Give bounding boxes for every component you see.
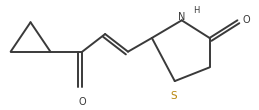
Text: O: O (242, 15, 250, 25)
Text: S: S (170, 91, 177, 101)
Text: N: N (178, 12, 185, 22)
Text: O: O (78, 97, 86, 107)
Text: H: H (193, 6, 199, 15)
